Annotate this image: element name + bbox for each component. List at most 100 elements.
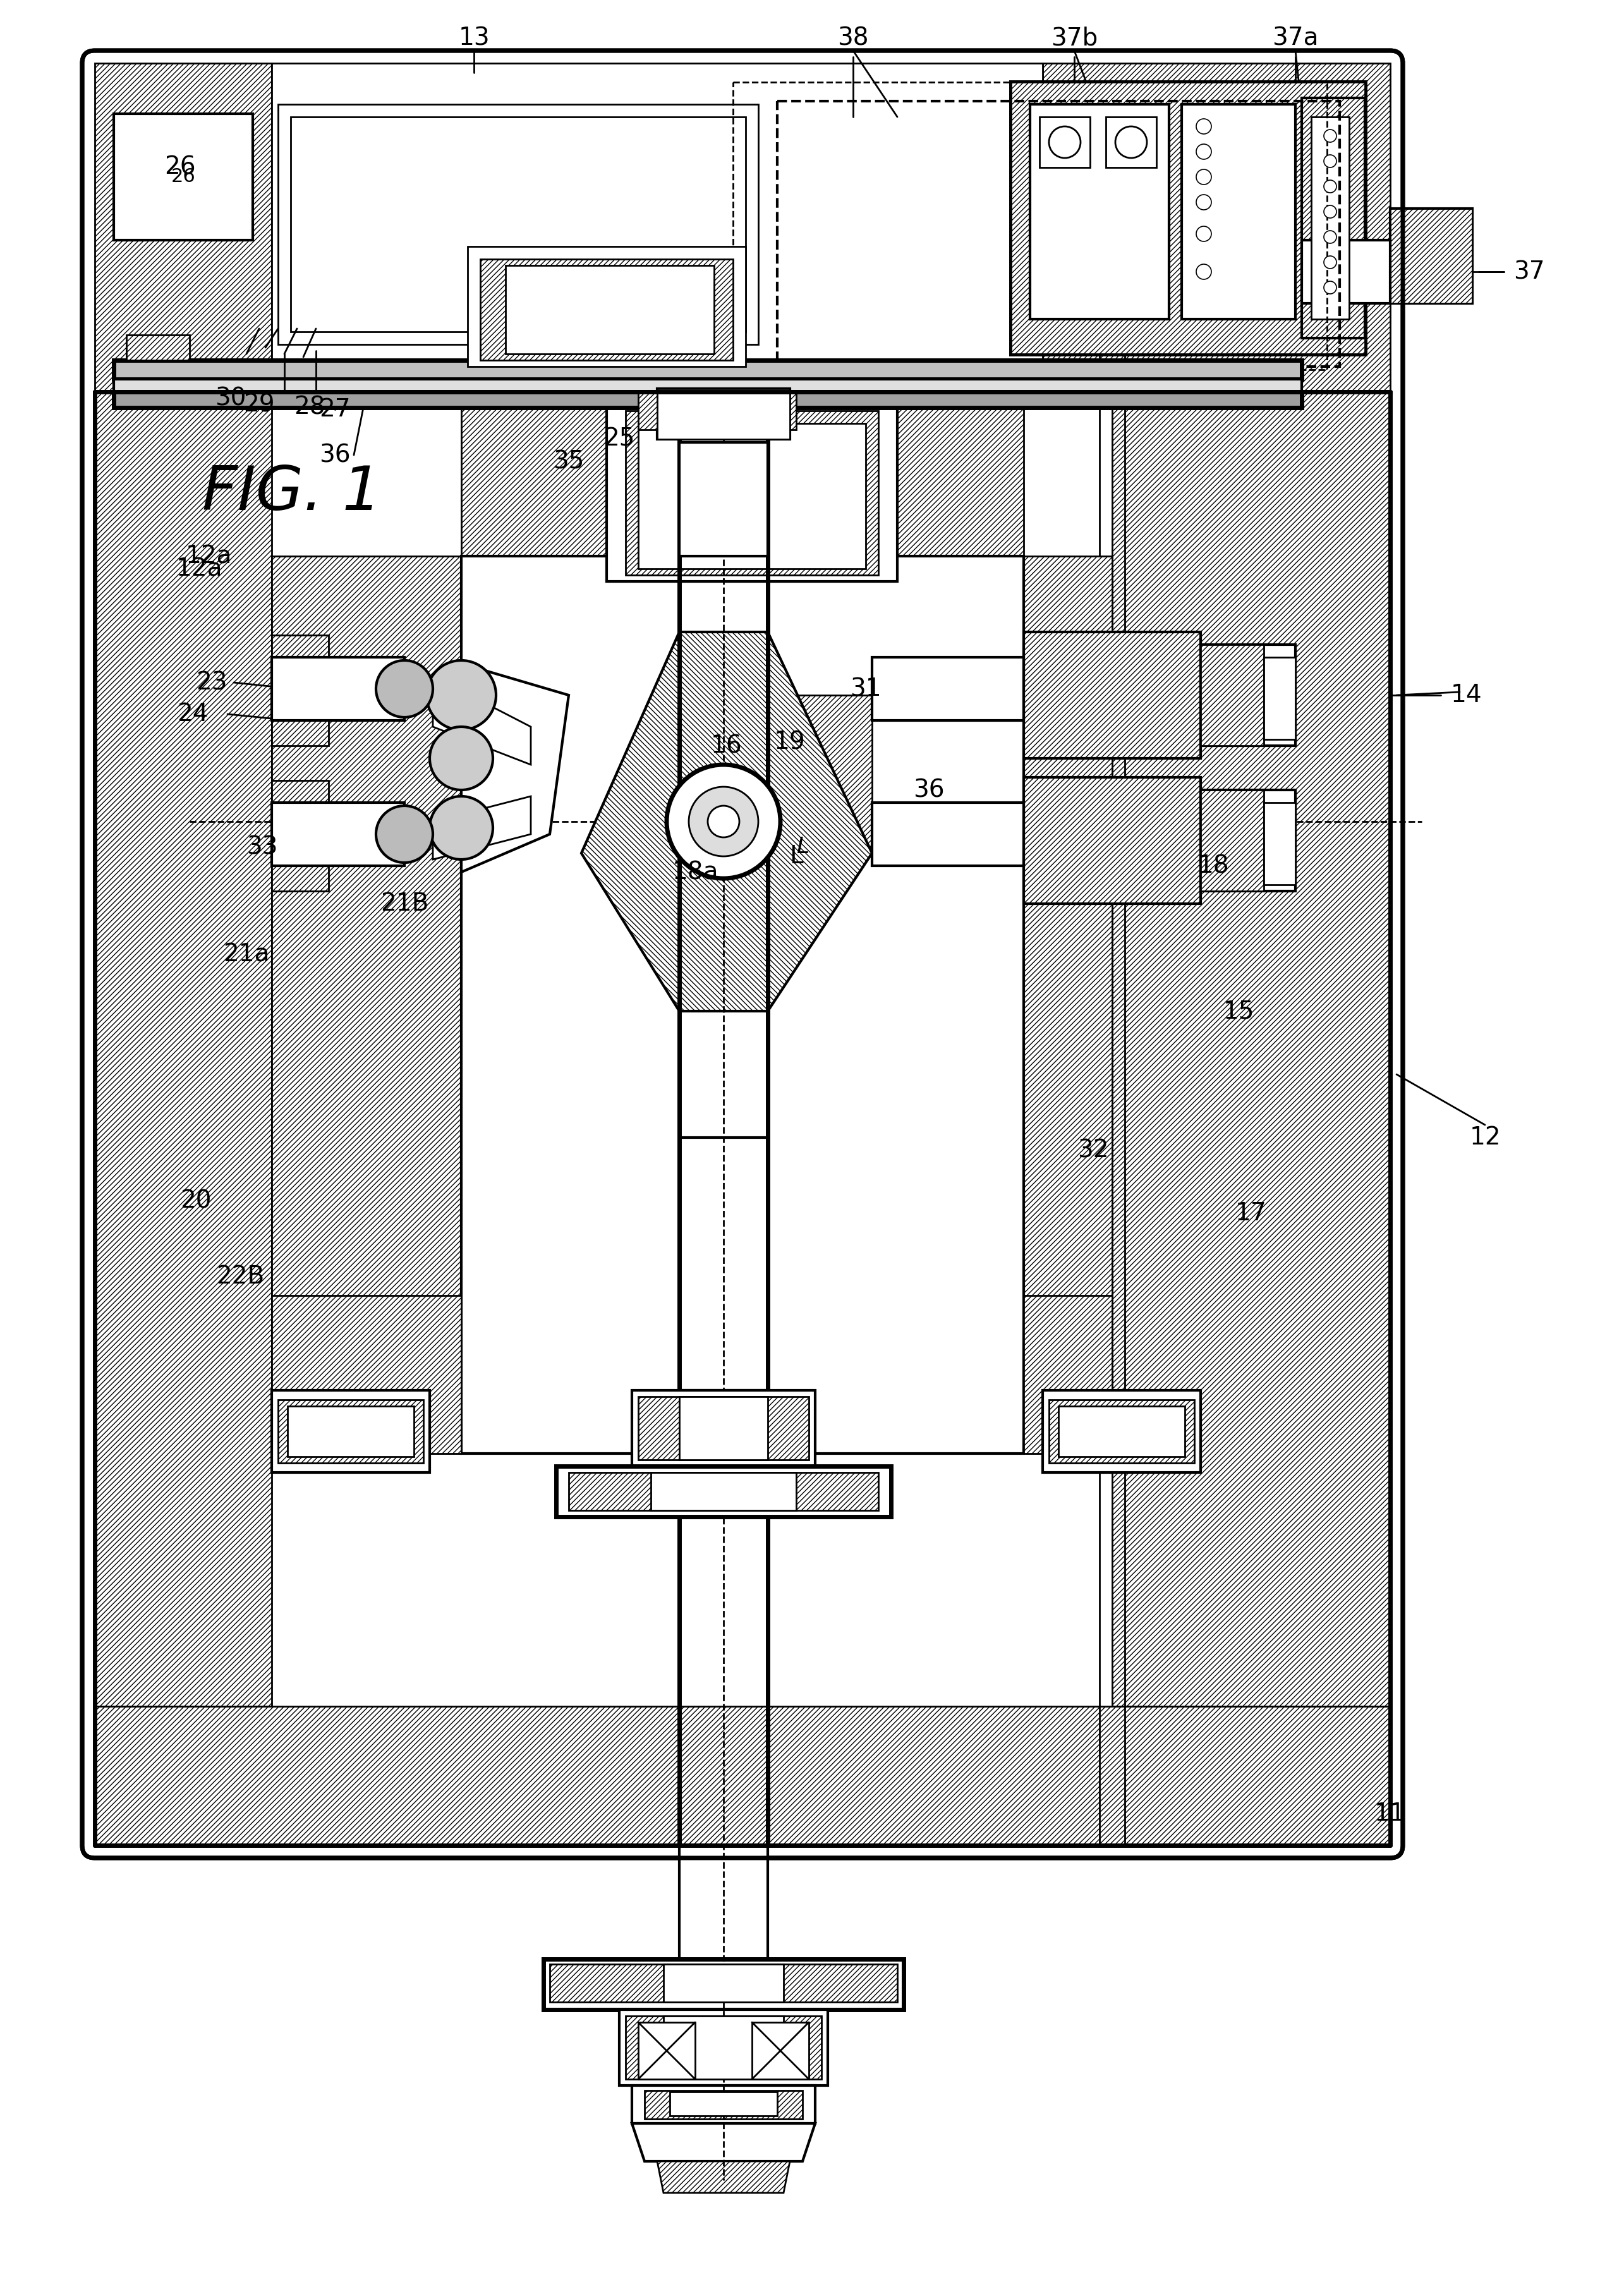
Bar bbox=[638, 393, 796, 429]
Text: 13: 13 bbox=[458, 25, 489, 50]
Polygon shape bbox=[1390, 209, 1473, 304]
Text: 21a: 21a bbox=[222, 942, 270, 967]
Polygon shape bbox=[1200, 645, 1296, 747]
Bar bbox=[1106, 118, 1156, 168]
Text: 31: 31 bbox=[849, 676, 882, 701]
Polygon shape bbox=[1023, 1296, 1112, 1453]
Polygon shape bbox=[94, 1707, 1390, 1846]
Text: 32: 32 bbox=[1078, 1137, 1109, 1162]
Bar bbox=[625, 411, 879, 574]
Bar bbox=[505, 266, 715, 354]
Text: 30: 30 bbox=[214, 386, 247, 411]
Polygon shape bbox=[632, 2122, 815, 2161]
Bar bbox=[114, 361, 1302, 379]
Text: 27: 27 bbox=[320, 397, 351, 422]
Bar bbox=[1039, 118, 1090, 168]
Bar bbox=[1043, 1389, 1200, 1473]
Bar bbox=[638, 2023, 695, 2079]
Bar bbox=[1049, 1401, 1194, 1462]
Circle shape bbox=[1324, 129, 1337, 143]
Circle shape bbox=[427, 661, 495, 731]
Circle shape bbox=[1049, 127, 1080, 159]
Bar bbox=[669, 2091, 778, 2116]
Polygon shape bbox=[1023, 556, 1112, 1453]
Text: L: L bbox=[789, 844, 804, 869]
Polygon shape bbox=[461, 663, 568, 872]
Text: 20: 20 bbox=[180, 1189, 211, 1212]
Circle shape bbox=[1197, 195, 1212, 209]
Bar bbox=[651, 1473, 796, 1510]
Text: 36: 36 bbox=[913, 779, 945, 801]
Text: 18: 18 bbox=[1197, 854, 1229, 878]
Bar bbox=[658, 388, 789, 438]
Bar bbox=[114, 114, 253, 241]
Polygon shape bbox=[872, 804, 1023, 865]
Bar bbox=[1263, 804, 1296, 885]
Bar bbox=[461, 556, 1023, 1453]
Text: 11: 11 bbox=[1374, 1802, 1406, 1825]
Bar bbox=[632, 1389, 815, 1466]
Circle shape bbox=[1324, 257, 1337, 268]
Bar bbox=[679, 1396, 768, 1460]
Text: 26: 26 bbox=[171, 168, 195, 186]
Polygon shape bbox=[461, 393, 1023, 556]
Bar bbox=[658, 388, 789, 438]
Bar bbox=[778, 102, 1340, 365]
FancyBboxPatch shape bbox=[83, 50, 1403, 1857]
Text: 12: 12 bbox=[1470, 1126, 1501, 1149]
Text: L: L bbox=[796, 835, 809, 858]
Text: 23: 23 bbox=[197, 670, 227, 695]
Bar bbox=[625, 2016, 822, 2079]
Bar bbox=[638, 424, 866, 570]
Bar bbox=[1023, 631, 1200, 758]
Bar bbox=[638, 1396, 809, 1460]
Text: 29: 29 bbox=[244, 393, 274, 415]
Polygon shape bbox=[271, 1296, 461, 1453]
Text: 28: 28 bbox=[294, 395, 325, 420]
Text: 36: 36 bbox=[320, 443, 351, 468]
Circle shape bbox=[1324, 179, 1337, 193]
Text: 18a: 18a bbox=[672, 860, 718, 883]
Circle shape bbox=[667, 765, 781, 878]
Bar bbox=[555, 1466, 892, 1516]
Bar bbox=[114, 379, 1302, 393]
Text: 15: 15 bbox=[1223, 999, 1254, 1024]
Polygon shape bbox=[1200, 790, 1263, 892]
Text: 16: 16 bbox=[711, 733, 742, 758]
Circle shape bbox=[1197, 263, 1212, 279]
Text: 25: 25 bbox=[604, 427, 635, 452]
Bar bbox=[664, 2016, 783, 2079]
Text: 24: 24 bbox=[177, 701, 208, 726]
Polygon shape bbox=[271, 658, 404, 720]
Circle shape bbox=[708, 806, 739, 838]
Bar bbox=[1311, 118, 1350, 320]
Bar bbox=[544, 1959, 903, 2009]
Polygon shape bbox=[1023, 776, 1200, 903]
Circle shape bbox=[377, 806, 434, 863]
Polygon shape bbox=[1200, 790, 1296, 892]
Polygon shape bbox=[434, 797, 531, 860]
Bar bbox=[732, 82, 1327, 370]
Bar bbox=[1023, 776, 1200, 903]
Bar bbox=[679, 1846, 768, 2023]
Bar bbox=[645, 2091, 802, 2118]
Circle shape bbox=[377, 661, 434, 717]
Bar bbox=[1263, 658, 1296, 740]
Circle shape bbox=[430, 726, 494, 790]
Circle shape bbox=[1324, 232, 1337, 243]
Bar bbox=[1059, 1405, 1186, 1457]
Text: 17: 17 bbox=[1236, 1201, 1267, 1226]
Circle shape bbox=[430, 797, 494, 860]
Text: 35: 35 bbox=[554, 449, 585, 474]
Bar bbox=[568, 1473, 879, 1510]
Text: 26: 26 bbox=[164, 154, 197, 179]
Text: 33: 33 bbox=[247, 835, 278, 858]
Bar bbox=[1012, 82, 1364, 354]
Polygon shape bbox=[768, 695, 872, 847]
Polygon shape bbox=[94, 393, 271, 1707]
Circle shape bbox=[1324, 281, 1337, 293]
Bar bbox=[278, 104, 758, 345]
Circle shape bbox=[1197, 143, 1212, 159]
Text: 21B: 21B bbox=[380, 892, 429, 915]
Circle shape bbox=[1324, 154, 1337, 168]
